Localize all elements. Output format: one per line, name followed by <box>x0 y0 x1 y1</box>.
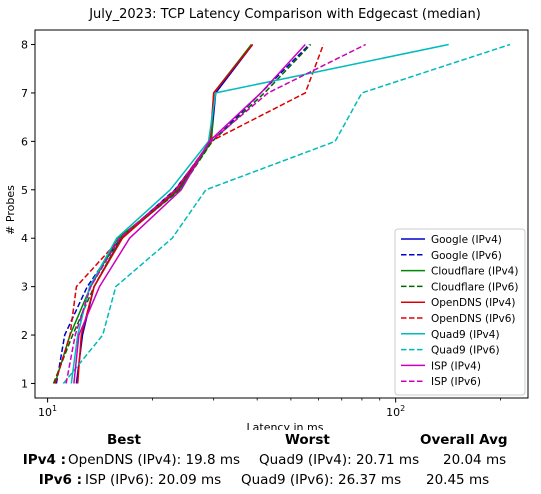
ipv4-worst: Quad9 (IPv4): 20.71 ms <box>259 452 420 468</box>
x-axis: 101 102 <box>38 398 501 419</box>
x-tick-label: 101 <box>38 404 57 419</box>
y-tick-label: 5 <box>21 184 28 197</box>
chart-title: July_2023: TCP Latency Comparison with E… <box>88 7 481 22</box>
ipv4-best: OpenDNS (IPv4): 19.8 ms <box>68 452 241 468</box>
legend-entry: OpenDNS (IPv6) <box>431 313 516 325</box>
legend-entry: Quad9 (IPv6) <box>431 345 500 357</box>
latency-chart: July_2023: TCP Latency Comparison with E… <box>4 7 529 430</box>
series-line-8 <box>73 43 306 384</box>
ipv4-row-label: IPv4 : <box>22 452 66 468</box>
legend-entry: Cloudflare (IPv4) <box>431 266 518 278</box>
y-tick-label: 7 <box>21 87 28 100</box>
legend-entry: Quad9 (IPv4) <box>431 329 500 341</box>
series-lines <box>52 43 511 384</box>
series-line-7 <box>62 43 511 384</box>
series-line-4 <box>76 44 254 384</box>
worst-header: Worst <box>285 432 330 448</box>
series-line-9 <box>65 43 367 384</box>
series-line-6 <box>70 43 449 384</box>
best-header: Best <box>107 432 141 448</box>
y-tick-label: 1 <box>21 377 28 390</box>
ipv6-row-label: IPv6 : <box>38 472 82 488</box>
legend-entry: ISP (IPv6) <box>431 376 481 388</box>
legend-entry: Cloudflare (IPv6) <box>431 281 518 293</box>
legend-entry: OpenDNS (IPv4) <box>431 297 516 309</box>
avg-header: Overall Avg <box>420 432 508 448</box>
ipv6-best: ISP (IPv6): 20.09 ms <box>85 472 222 488</box>
ipv6-avg: 20.45 ms <box>426 472 490 488</box>
legend-entry: Google (IPv6) <box>431 250 502 262</box>
y-tick-label: 6 <box>21 135 28 148</box>
legend-entry: ISP (IPv4) <box>431 360 481 372</box>
x-tick-label: 102 <box>386 404 405 419</box>
ipv6-worst: Quad9 (IPv6): 26.37 ms <box>241 472 402 488</box>
stats-table: Best Worst Overall Avg IPv4 : OpenDNS (I… <box>0 430 541 494</box>
y-axis-label: # Probes <box>4 185 17 235</box>
y-tick-label: 2 <box>21 329 28 342</box>
x-axis-label: Latency in ms <box>247 421 324 430</box>
y-tick-label: 3 <box>21 281 28 294</box>
ipv4-avg: 20.04 ms <box>443 452 507 468</box>
y-tick-label: 4 <box>21 232 28 245</box>
legend-box <box>394 228 526 396</box>
legend: Google (IPv4) Google (IPv6) Cloudflare (IP… <box>394 228 526 396</box>
y-axis: 1 2 3 4 5 6 7 8 <box>21 39 35 390</box>
series-line-3 <box>52 43 312 384</box>
legend-entry: Google (IPv4) <box>431 234 502 246</box>
y-tick-label: 8 <box>21 39 28 52</box>
